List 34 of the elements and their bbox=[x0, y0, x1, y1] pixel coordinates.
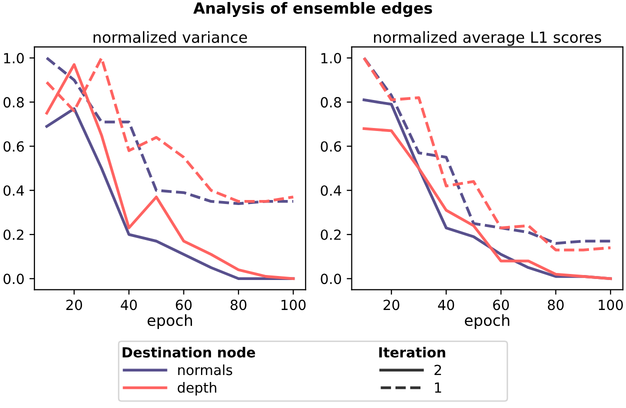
y-tick-label: 1.0 bbox=[321, 52, 342, 64]
legend-label: normals bbox=[178, 364, 232, 376]
chart-title: normalized variance bbox=[94, 31, 247, 43]
y-tick-label: 0.6 bbox=[4, 141, 24, 152]
category-label: 2 bbox=[434, 364, 441, 376]
y-tick-label: 0.0 bbox=[320, 274, 342, 284]
legend-title: Destination node bbox=[122, 346, 256, 358]
x-tick-label: 40 bbox=[120, 300, 137, 310]
y-tick-label: 0.8 bbox=[320, 97, 342, 108]
x-tick-label: 100 bbox=[598, 300, 623, 310]
x-tick-label: 40 bbox=[438, 300, 454, 310]
x-tick-label: 20 bbox=[384, 300, 400, 310]
x-tick-label: 60 bbox=[493, 300, 509, 310]
y-tick-label: 0.0 bbox=[4, 274, 24, 284]
legend-title: Iteration bbox=[379, 346, 446, 358]
y-tick-label: 0.4 bbox=[4, 185, 24, 196]
y-tick-label: 0.2 bbox=[320, 229, 341, 240]
chart-title: normalized average L1 scores bbox=[374, 31, 602, 46]
x-tick-label: 100 bbox=[282, 300, 306, 310]
y-tick-label: 0.8 bbox=[4, 97, 24, 108]
x-axis-title: epoch bbox=[148, 314, 192, 330]
x-tick-label: 20 bbox=[66, 300, 82, 310]
legend-label: depth bbox=[178, 382, 216, 396]
y-tick-label: 0.6 bbox=[320, 141, 342, 152]
y-tick-label: 1.0 bbox=[4, 52, 24, 64]
y-tick-label: 0.4 bbox=[320, 185, 342, 196]
x-tick-label: 80 bbox=[230, 300, 246, 310]
x-tick-label: 80 bbox=[548, 300, 564, 310]
x-tick-label: 60 bbox=[176, 300, 192, 310]
y-tick-label: 0.2 bbox=[4, 229, 24, 240]
x-axis-title: epoch bbox=[464, 314, 510, 330]
text: Analysis of ensemble edges bbox=[193, 2, 432, 17]
line-series bbox=[362, 127, 612, 280]
category-label: 1 bbox=[435, 382, 442, 393]
